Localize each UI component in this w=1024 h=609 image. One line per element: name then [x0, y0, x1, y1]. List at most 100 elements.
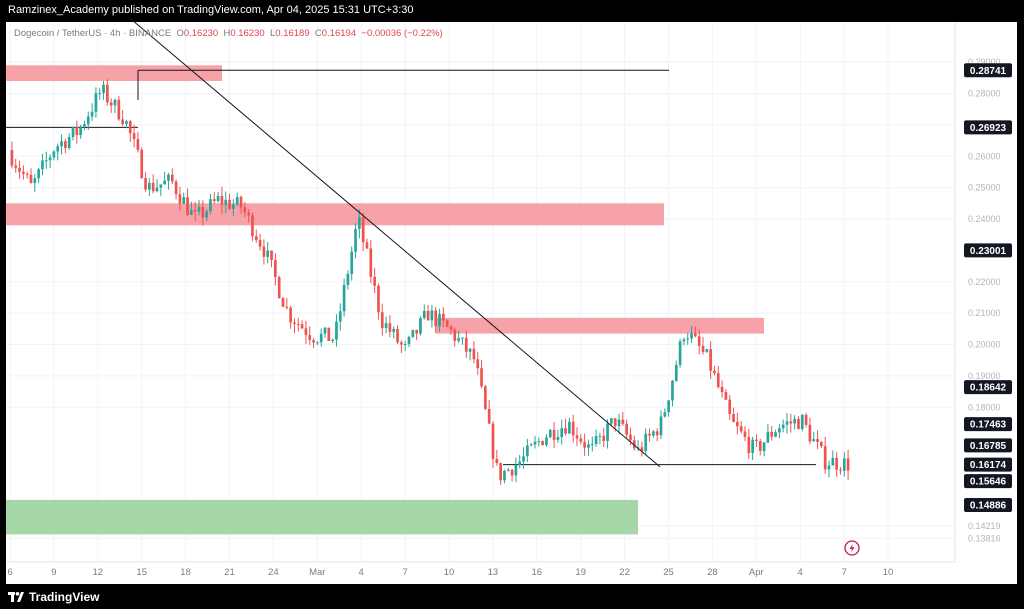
- x-tick-label: 19: [575, 567, 586, 578]
- candle-body: [79, 126, 82, 135]
- demand-zone[interactable]: [6, 499, 638, 535]
- price-label: 0.16174: [970, 460, 1007, 471]
- footer-bar: TradingView: [0, 584, 1024, 609]
- candle-body: [224, 199, 228, 205]
- candle-body: [167, 174, 170, 181]
- candle-body: [25, 173, 29, 175]
- candle-body: [697, 336, 701, 346]
- candle-body: [293, 322, 296, 325]
- x-tick-label: 22: [619, 567, 630, 578]
- supply-zone[interactable]: [6, 65, 222, 81]
- candle-body: [484, 386, 487, 409]
- candle-body: [106, 84, 109, 103]
- candle-body: [220, 195, 224, 205]
- candle-body: [316, 342, 319, 344]
- candle-body: [434, 310, 438, 327]
- candle-body: [663, 412, 667, 417]
- candle-body: [678, 341, 682, 365]
- candle-body: [724, 392, 728, 400]
- candle-body: [758, 441, 762, 451]
- x-tick-label: 7: [402, 567, 407, 578]
- candle-body: [186, 197, 189, 215]
- candle-body: [487, 408, 491, 424]
- candle-body: [781, 424, 785, 429]
- candle-body: [41, 160, 44, 170]
- candle-body: [831, 457, 835, 466]
- candle-body: [705, 349, 709, 352]
- candle-body: [583, 441, 586, 448]
- candle-body: [98, 93, 102, 95]
- candle-body: [800, 414, 804, 430]
- candle-body: [476, 359, 480, 369]
- y-tick-label: 0.20000: [968, 340, 1001, 350]
- candle-body: [728, 399, 732, 415]
- x-tick-label: Mar: [309, 567, 325, 578]
- price-label: 0.28741: [970, 66, 1007, 77]
- candle-body: [48, 157, 52, 161]
- candle-body: [743, 431, 747, 437]
- y-tick-label: 0.28000: [968, 89, 1001, 99]
- candle-body: [594, 436, 598, 445]
- tradingview-icon: [8, 592, 24, 602]
- candle-body: [350, 251, 354, 274]
- candle-body: [258, 240, 262, 247]
- candle-body: [590, 444, 594, 446]
- candle-body: [846, 458, 850, 471]
- candle-body: [457, 338, 460, 341]
- candle-body: [277, 277, 281, 298]
- tradingview-logo[interactable]: TradingView: [8, 590, 99, 604]
- candle-body: [128, 121, 132, 134]
- chart-frame[interactable]: [6, 22, 1017, 584]
- brand-name: TradingView: [29, 590, 100, 604]
- candle-body: [151, 182, 155, 192]
- trendline[interactable]: [129, 17, 661, 468]
- candle-body: [579, 438, 583, 442]
- x-tick-label: 4: [359, 567, 364, 578]
- candle-body: [495, 458, 499, 464]
- candle-body: [770, 431, 774, 437]
- candle-body: [155, 187, 159, 192]
- candle-body: [442, 313, 445, 321]
- price-label: 0.18642: [970, 383, 1007, 394]
- candle-body: [804, 414, 808, 425]
- candle-body: [575, 435, 579, 439]
- lightning-icon[interactable]: [844, 540, 860, 556]
- supply-zone[interactable]: [6, 203, 664, 226]
- candle-body: [671, 380, 674, 401]
- candle-body: [736, 421, 739, 427]
- supply-zone[interactable]: [436, 317, 764, 334]
- price-label-box: [964, 474, 1012, 489]
- candle-body: [170, 174, 174, 182]
- candle-body: [514, 464, 518, 476]
- candle-body: [285, 306, 289, 308]
- candle-body: [354, 228, 357, 252]
- candle-body: [232, 204, 235, 209]
- candle-body: [400, 342, 403, 345]
- candle-body: [377, 285, 380, 313]
- price-label-box: [964, 380, 1012, 395]
- publish-bar: Ramzinex_Academy published on TradingVie…: [0, 0, 1024, 22]
- candle-body: [617, 419, 621, 427]
- price-label-box: [964, 63, 1012, 78]
- candle-body: [640, 447, 644, 452]
- candle-body: [659, 416, 663, 436]
- candle-body: [251, 215, 254, 237]
- candle-body: [808, 424, 812, 442]
- price-label-box: [964, 438, 1012, 453]
- candle-body: [510, 469, 514, 476]
- candle-body: [254, 236, 258, 241]
- price-label: 0.23001: [970, 246, 1007, 257]
- price-label-box: [964, 417, 1012, 432]
- price-label: 0.17463: [970, 420, 1007, 431]
- candle-body: [526, 445, 529, 457]
- symbol-legend: Dogecoin / TetherUS · 4h · BINANCE O0.16…: [14, 28, 443, 39]
- candle-body: [419, 318, 422, 334]
- candle-body: [369, 248, 373, 277]
- y-tick-label: 0.26000: [968, 151, 1001, 161]
- candle-body: [755, 439, 758, 442]
- candle-body: [148, 182, 151, 190]
- low-value: 0.16189: [275, 28, 310, 39]
- x-tick-label: 21: [224, 567, 235, 578]
- candle-body: [319, 333, 323, 343]
